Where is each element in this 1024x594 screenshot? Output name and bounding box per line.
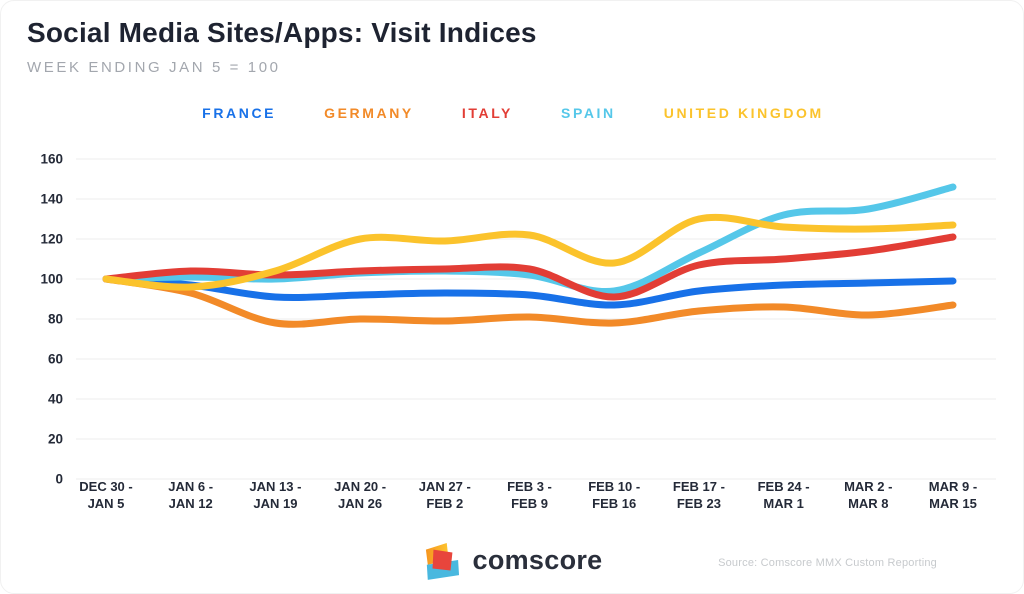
series-line-france bbox=[102, 275, 957, 309]
x-axis-label-7: FEB 17 -FEB 23 bbox=[673, 479, 725, 511]
legend-item-germany: GERMANY bbox=[324, 105, 414, 121]
page-title: Social Media Sites/Apps: Visit Indices bbox=[27, 17, 537, 48]
y-axis-label-100: 100 bbox=[40, 272, 63, 287]
x-axis-label-6: FEB 10 -FEB 16 bbox=[588, 479, 640, 511]
comscore-wordmark: comscore bbox=[472, 545, 603, 575]
comscore-logo: comscore bbox=[1, 540, 1023, 581]
legend-item-united-kingdom: UNITED KINGDOM bbox=[663, 105, 824, 121]
y-axis-label-20: 20 bbox=[48, 432, 63, 447]
x-axis-label-3: JAN 20 -JAN 26 bbox=[334, 479, 386, 511]
y-axis-label-60: 60 bbox=[48, 352, 63, 367]
x-axis-label-0: DEC 30 -JAN 5 bbox=[79, 479, 132, 511]
x-axis-label-9: MAR 2 -MAR 8 bbox=[844, 479, 892, 511]
series-line-italy bbox=[102, 233, 957, 301]
x-axis-label-5: FEB 3 -FEB 9 bbox=[507, 479, 552, 511]
y-axis-label-40: 40 bbox=[48, 392, 63, 407]
comscore-logo-icon bbox=[425, 542, 459, 580]
series-line-united-kingdom bbox=[102, 213, 957, 291]
x-axis-label-8: FEB 24 -MAR 1 bbox=[758, 479, 810, 511]
chart-legend: FRANCE GERMANY ITALY SPAIN UNITED KINGDOM bbox=[1, 105, 1023, 121]
legend-item-france: FRANCE bbox=[202, 105, 277, 121]
y-axis-label-140: 140 bbox=[40, 192, 63, 207]
x-axis-label-1: JAN 6 -JAN 12 bbox=[168, 479, 213, 511]
x-axis-label-4: JAN 27 -FEB 2 bbox=[419, 479, 471, 511]
x-axis-label-10: MAR 9 -MAR 15 bbox=[929, 479, 977, 511]
x-axis-label-2: JAN 13 -JAN 19 bbox=[249, 479, 301, 511]
y-axis-label-80: 80 bbox=[48, 312, 63, 327]
y-axis-label-0: 0 bbox=[55, 472, 63, 487]
y-axis-label-120: 120 bbox=[40, 232, 63, 247]
series-line-germany bbox=[102, 275, 957, 328]
legend-item-spain: SPAIN bbox=[561, 105, 616, 121]
legend-item-italy: ITALY bbox=[461, 105, 513, 121]
y-axis-label-160: 160 bbox=[40, 152, 63, 167]
line-chart: 0 20 40 60 80 100 120 140 160 DEC 30 -JAN 5 JAN 6 … bbox=[40, 152, 996, 511]
source-attribution: Source: Comscore MMX Custom Reporting bbox=[718, 557, 937, 569]
chart-subtitle: WEEK ENDING JAN 5 = 100 bbox=[27, 59, 281, 76]
